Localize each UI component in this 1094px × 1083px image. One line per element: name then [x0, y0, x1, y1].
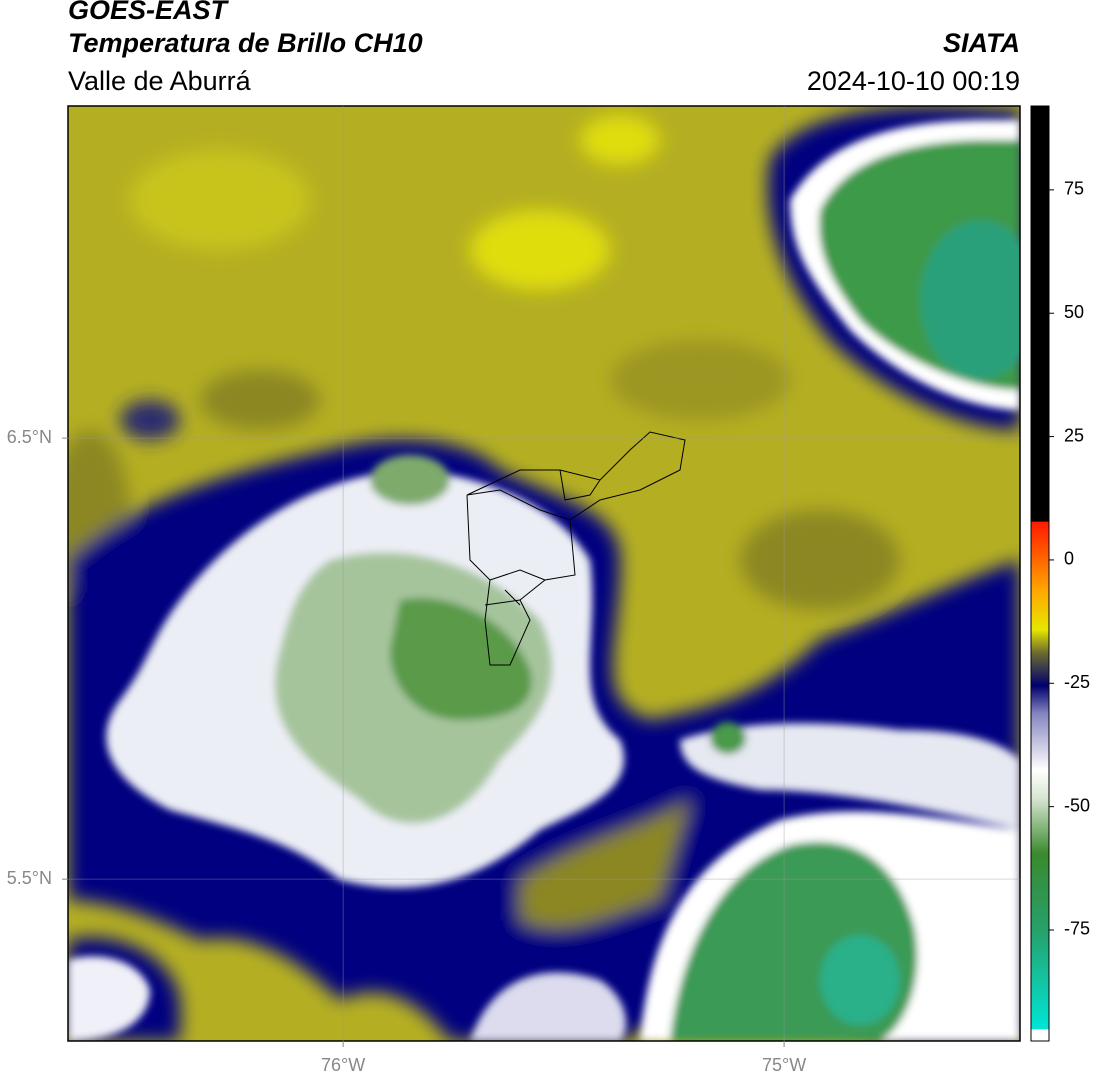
subtitle: Temperatura de Brillo CH10: [68, 28, 423, 58]
map-frame: [67, 105, 1021, 1042]
colorbar-tick-label: 50: [1064, 302, 1084, 322]
title: GOES-EAST: [68, 0, 230, 25]
colorbar-tick-label: 75: [1064, 179, 1084, 199]
timestamp: 2024-10-10 00:19: [807, 66, 1020, 96]
y-tick-label: 6.5°N: [7, 427, 52, 447]
colorbar-tick-label: 25: [1064, 425, 1084, 445]
colorbar: [1030, 105, 1050, 1042]
source: SIATA: [943, 28, 1020, 58]
colorbar-tick-label: -25: [1064, 672, 1090, 692]
colorbar-tick-label: 0: [1064, 549, 1074, 569]
municipal-boundaries: [466, 431, 686, 666]
y-tick-label: 5.5°N: [7, 868, 52, 888]
region: Valle de Aburrá: [68, 66, 252, 96]
colorbar-tick-label: -75: [1064, 919, 1090, 939]
satellite-image: [68, 106, 1020, 1041]
colorbar-tick-label: -50: [1064, 795, 1090, 815]
x-tick-label: 76°W: [321, 1055, 365, 1075]
x-tick-label: 75°W: [762, 1055, 806, 1075]
